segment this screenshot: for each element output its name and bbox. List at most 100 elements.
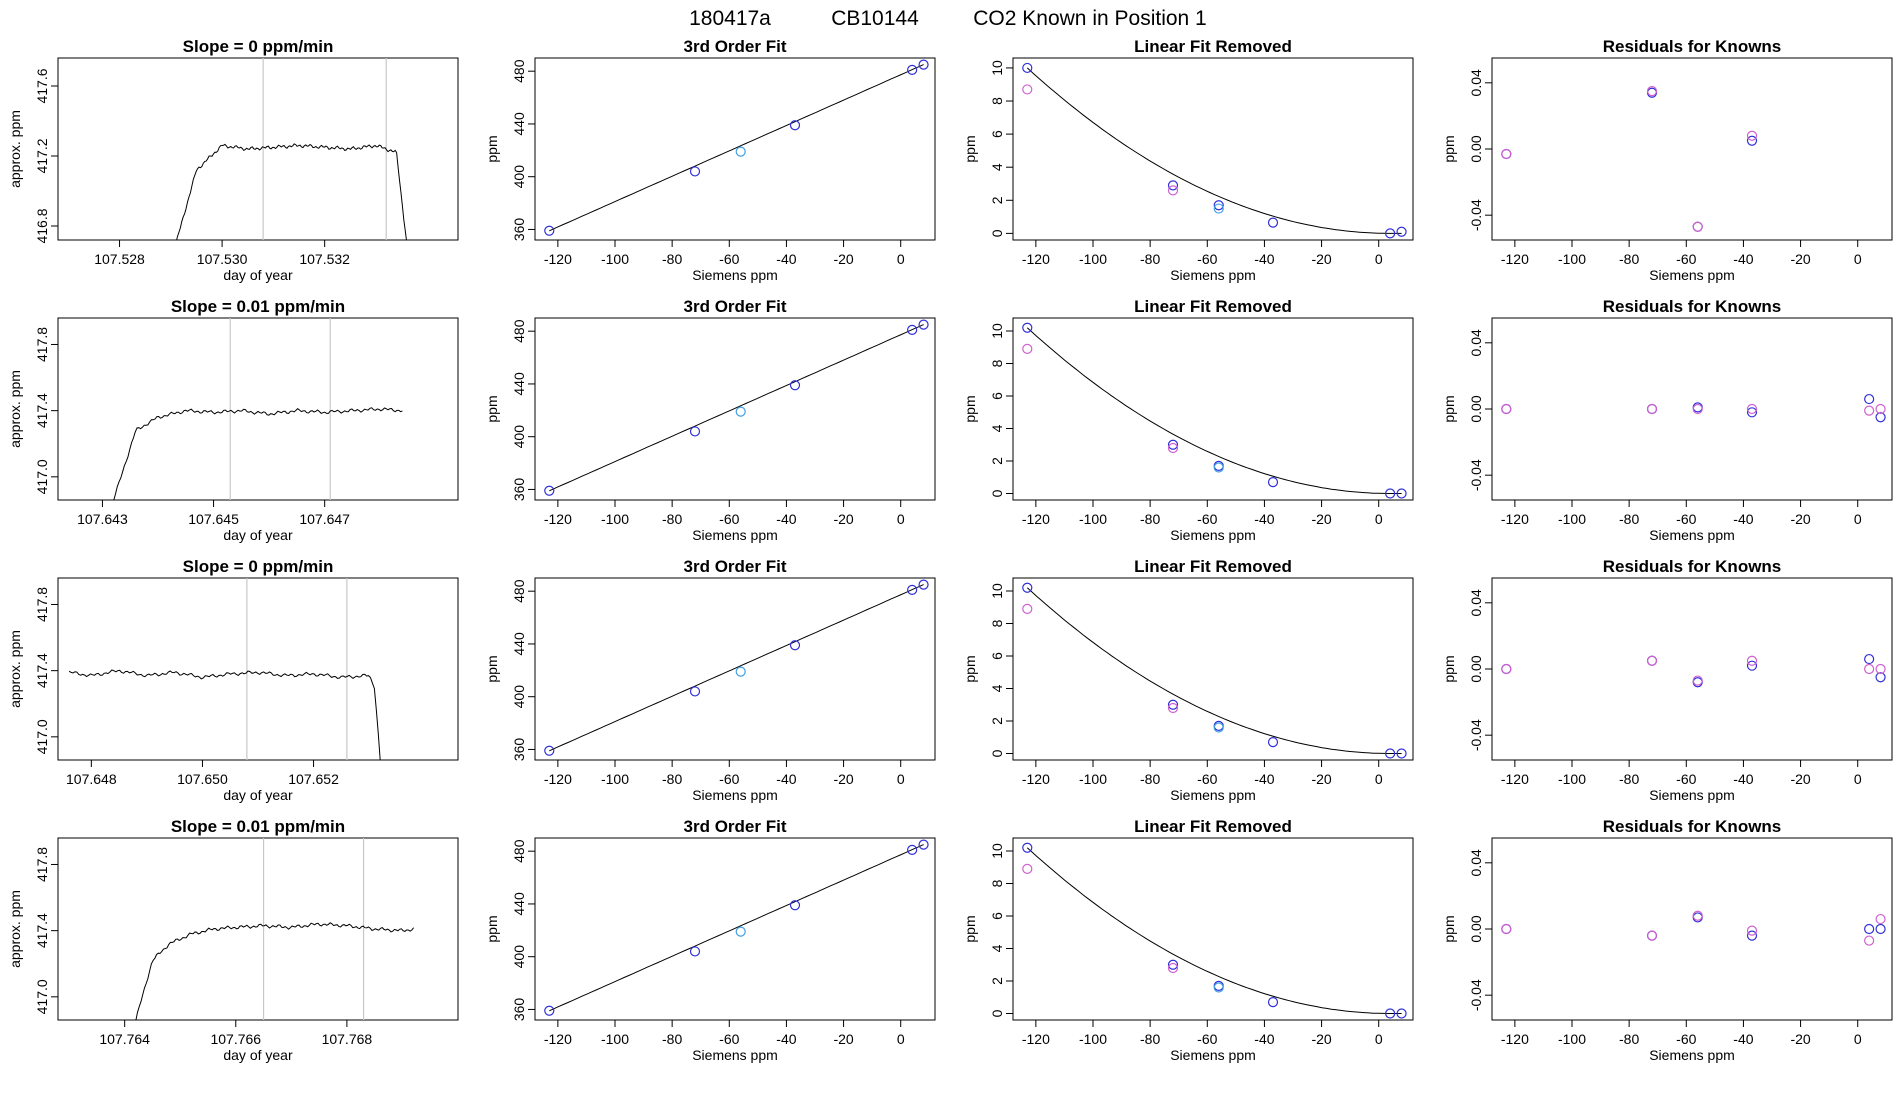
data-point — [689, 426, 701, 437]
y-tick-label: 417.4 — [34, 913, 50, 948]
panel-title: Linear Fit Removed — [1134, 37, 1292, 56]
x-tick-label: -40 — [1733, 251, 1753, 267]
y-axis-label: ppm — [962, 915, 978, 942]
panel-fit3-row1: 3rd Order Fit -120 -100 -80 -60 -40 -20 0 360 400… — [484, 297, 936, 543]
x-tick-label: 107.532 — [299, 251, 350, 267]
x-axis-label: Siemens ppm — [1170, 267, 1256, 283]
data-point — [1501, 923, 1512, 935]
figure-title-position: CO2 Known in Position 1 — [973, 7, 1206, 30]
x-tick-label: -100 — [1558, 771, 1586, 787]
data-point — [1646, 85, 1658, 97]
data-point — [1875, 663, 1886, 675]
x-tick-label: 0 — [897, 251, 905, 267]
x-tick-label: -60 — [1197, 511, 1217, 527]
data-point — [789, 900, 801, 911]
data-point — [1875, 672, 1886, 683]
y-axis-label: approx. ppm — [7, 890, 23, 968]
x-tick-label: -60 — [1676, 251, 1696, 267]
x-tick-label: 0 — [1375, 251, 1383, 267]
x-tick-label: -120 — [544, 1031, 572, 1047]
x-axis-label: Siemens ppm — [1649, 1047, 1735, 1063]
panel-timeseries-row3: Slope = 0.01 ppm/min 107.764 107.766 107.76… — [7, 817, 459, 1063]
plot-frame — [534, 577, 936, 761]
plot-frame — [1491, 577, 1893, 761]
data-point — [1385, 1008, 1396, 1019]
x-axis-label: Siemens ppm — [692, 787, 778, 803]
x-tick-label: 107.768 — [322, 1031, 373, 1047]
data-point — [1864, 653, 1875, 665]
plot-area — [1022, 582, 1407, 759]
x-tick-label: 0 — [1375, 1031, 1383, 1047]
panel-title: Linear Fit Removed — [1134, 297, 1292, 316]
y-tick-label: 440 — [511, 112, 527, 136]
y-tick-label: 480 — [511, 579, 527, 603]
x-tick-label: -100 — [601, 251, 629, 267]
data-point — [1864, 935, 1875, 946]
y-tick-label: 4 — [989, 944, 1005, 952]
x-tick-label: -20 — [1790, 511, 1810, 527]
panel-linear_removed-row3: Linear Fit Removed -120 -100 -80 -60 -40 -20 0 0… — [962, 817, 1414, 1063]
x-tick-label: -80 — [662, 771, 682, 787]
y-tick-label: 417.4 — [34, 393, 50, 428]
y-tick-label: 6 — [989, 652, 1005, 660]
panel-title: Residuals for Knowns — [1603, 817, 1782, 836]
y-tick-label: 400 — [511, 685, 527, 709]
x-tick-label: -120 — [1022, 771, 1050, 787]
x-tick-label: -120 — [1501, 1031, 1529, 1047]
y-tick-label: 440 — [511, 632, 527, 656]
x-tick-label: -80 — [1619, 511, 1639, 527]
data-point — [1396, 748, 1407, 759]
x-tick-label: 107.647 — [299, 511, 350, 527]
data-point — [1396, 488, 1407, 499]
x-axis-label: Siemens ppm — [1649, 527, 1735, 543]
plot-frame — [57, 317, 459, 501]
x-tick-label: -40 — [1254, 771, 1274, 787]
x-axis-label: Siemens ppm — [692, 527, 778, 543]
signal-trace — [176, 143, 407, 240]
x-tick-label: -60 — [719, 511, 739, 527]
y-axis-label: ppm — [1441, 915, 1457, 942]
y-axis-label: ppm — [1441, 395, 1457, 422]
x-tick-label: 0 — [897, 1031, 905, 1047]
data-point — [789, 380, 801, 391]
y-tick-label: 0 — [989, 229, 1005, 237]
y-tick-label: 8 — [989, 879, 1005, 887]
data-point — [1396, 226, 1407, 237]
panel-linear_removed-row1: Linear Fit Removed -120 -100 -80 -60 -40 -20 0 0… — [962, 297, 1414, 543]
data-point — [1167, 185, 1179, 196]
data-point — [1022, 842, 1033, 853]
panel-title: 3rd Order Fit — [684, 817, 787, 836]
panel-title: Residuals for Knowns — [1603, 297, 1782, 316]
y-tick-label: 8 — [989, 97, 1005, 105]
x-tick-label: -20 — [833, 771, 853, 787]
panel-title: Linear Fit Removed — [1134, 557, 1292, 576]
x-tick-label: -120 — [1501, 251, 1529, 267]
data-point — [735, 406, 746, 417]
x-axis-label: day of year — [223, 267, 293, 283]
panel-title: Slope = 0 ppm/min — [183, 37, 334, 56]
y-tick-label: 417.8 — [34, 587, 50, 622]
x-tick-label: -120 — [1022, 251, 1050, 267]
data-point — [1746, 135, 1758, 146]
x-tick-label: -20 — [1311, 771, 1331, 787]
panel-timeseries-row0: Slope = 0 ppm/min 107.528 107.530 107.532 41… — [7, 37, 459, 283]
data-point — [918, 579, 929, 590]
x-axis-label: Siemens ppm — [692, 1047, 778, 1063]
y-axis-label: approx. ppm — [7, 110, 23, 188]
y-tick-label: 0.00 — [1468, 655, 1484, 682]
x-tick-label: 107.766 — [210, 1031, 261, 1047]
data-point — [1692, 221, 1703, 232]
y-axis-label: ppm — [484, 395, 500, 422]
plot-frame — [1491, 837, 1893, 1021]
data-point — [1875, 412, 1886, 423]
data-point — [1022, 582, 1033, 593]
x-tick-label: -20 — [1790, 251, 1810, 267]
y-tick-label: 0.04 — [1468, 849, 1484, 876]
data-point — [1167, 699, 1179, 710]
y-tick-label: -0.04 — [1468, 719, 1484, 751]
x-tick-label: -40 — [1733, 1031, 1753, 1047]
plot-frame — [534, 57, 936, 241]
figure-title-tank: CB10144 — [831, 7, 919, 30]
y-tick-label: 0.00 — [1468, 395, 1484, 422]
